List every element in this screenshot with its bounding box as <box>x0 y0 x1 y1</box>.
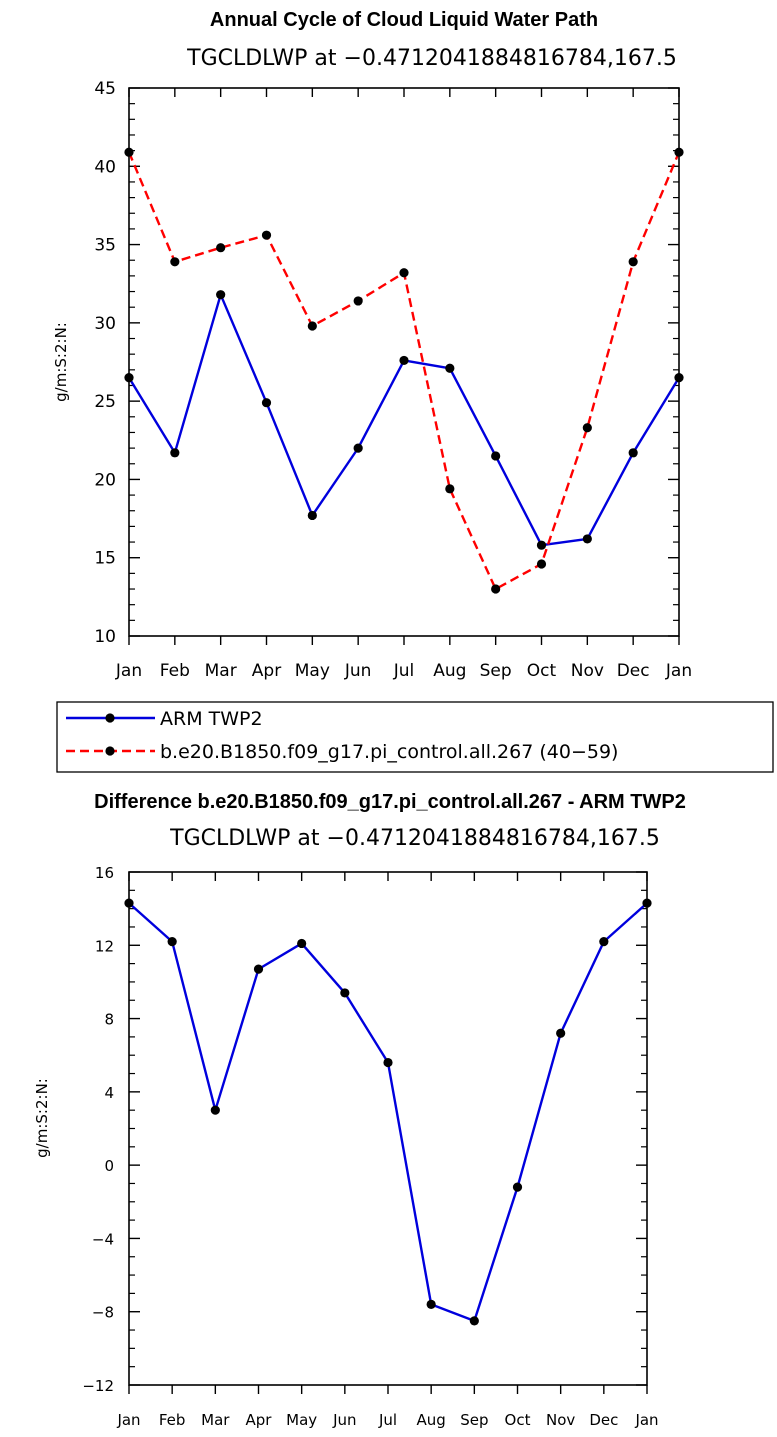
chart2-series-0-line <box>128 902 648 1323</box>
legend: ARM TWP2 b.e20.B1850.f09_g17.pi_control.… <box>56 701 774 773</box>
chart2-xtick-label: Jan <box>634 1411 658 1429</box>
chart2-series-0-point <box>297 938 307 949</box>
chart2-ytick-label: 12 <box>95 937 114 955</box>
chart1-series-1-point <box>353 296 363 306</box>
chart2-xtick-label: Sep <box>460 1411 488 1429</box>
chart1-ytick-label: 10 <box>94 627 116 647</box>
legend-box <box>56 701 774 773</box>
chart2-series-0-point <box>253 964 264 974</box>
chart2-series-0-point <box>556 1028 566 1038</box>
chart1-series-0-point <box>674 373 684 383</box>
chart2-ytick-label: 8 <box>104 1011 114 1029</box>
chart1-series-1-point <box>307 321 317 331</box>
chart1-ytick-label: 30 <box>94 314 116 334</box>
chart1-series-0-point <box>399 355 409 366</box>
chart2-ytick-label: −4 <box>92 1230 114 1248</box>
chart2-plot: −12 −8 −4 0 4 8 12 16 Jan Feb Mar Apr May Jun Jul Aug Se… <box>82 864 658 1429</box>
chart2-series-0-point <box>340 988 350 998</box>
chart1-xtick-label: Jul <box>393 661 415 681</box>
chart1-series-0-line <box>127 293 681 547</box>
chart1-series-1-point <box>628 257 638 267</box>
chart1-series-1-point <box>582 423 592 433</box>
chart1-series-0-point <box>536 540 547 550</box>
legend-label-arm: ARM TWP2 <box>160 708 263 730</box>
chart1-series-0-point <box>216 290 226 300</box>
chart1-ytick-label: 35 <box>94 236 116 256</box>
chart1-xtick-label: Oct <box>527 661 557 681</box>
chart1-ylabel: g/m:S:2:N: <box>52 322 70 402</box>
chart1-series-0-point <box>170 448 180 458</box>
chart1-ytick-label: 15 <box>94 549 116 569</box>
chart2-xtick-label: Apr <box>246 1411 273 1429</box>
chart2-xtick-label: Aug <box>417 1411 446 1429</box>
chart1-xtick-label: Jan <box>115 661 142 681</box>
legend-marker-model <box>105 746 115 756</box>
chart1-series-0-point <box>582 534 592 544</box>
chart1-series-1-point <box>674 147 684 157</box>
chart1-xtick-label: Dec <box>617 661 650 681</box>
chart1-xtick-label: May <box>295 661 330 681</box>
chart2-ylabel: g/m:S:2:N: <box>33 1078 51 1158</box>
chart2-xtick-label: Dec <box>589 1411 618 1429</box>
chart1-series-0-point <box>628 448 638 458</box>
chart1-title: Annual Cycle of Cloud Liquid Water Path <box>210 9 598 31</box>
chart1-series-0-point <box>124 373 134 383</box>
chart1-xtick-label: Sep <box>480 661 512 681</box>
chart1-series-0-point <box>307 510 317 521</box>
chart2-xtick-label: Oct <box>505 1411 531 1429</box>
chart2-xtick-label: Nov <box>546 1411 575 1429</box>
chart1-series-0-point <box>353 443 363 453</box>
chart2-ytick-label: 16 <box>95 864 114 882</box>
chart1-xtick-label: Nov <box>571 661 604 681</box>
chart1-subtitle: TGCLDLWP at −0.4712041884816784,167.5 <box>186 46 677 71</box>
chart2-series-0-point <box>469 1316 479 1326</box>
chart1-series-0-point <box>261 398 272 408</box>
chart1-series-1-point <box>445 484 455 494</box>
chart2-xtick-label: Jun <box>332 1411 356 1429</box>
chart1-xtick-label: Aug <box>433 661 466 681</box>
legend-label-model: b.e20.B1850.f09_g17.pi_control.all.267 (… <box>160 741 618 763</box>
chart2-ytick-label: −8 <box>92 1304 114 1322</box>
chart1-series-1-point <box>536 559 547 569</box>
chart2-ytick-label: 0 <box>104 1157 114 1175</box>
chart1-ytick-label: 25 <box>94 392 116 412</box>
chart1-xtick-label: Feb <box>160 661 190 681</box>
chart1-xtick-label: Mar <box>205 661 237 681</box>
chart1-xtick-label: Jan <box>665 661 692 681</box>
chart1-series-0-point <box>491 451 501 461</box>
chart1-series-1-point <box>399 268 409 278</box>
chart2-series-0-point <box>642 898 652 908</box>
chart2-subtitle: TGCLDLWP at −0.4712041884816784,167.5 <box>169 826 660 851</box>
chart1-xtick-label: Jun <box>344 661 372 681</box>
chart1-series-1-point <box>216 243 226 253</box>
chart1-series-1-point <box>491 584 501 594</box>
chart1-ytick-label: 20 <box>94 470 116 490</box>
legend-marker-arm <box>105 713 115 723</box>
chart2-ytick-label: 4 <box>104 1084 114 1102</box>
chart1-plot: 10 15 20 25 30 35 40 45 Jan Feb Mar Apr May Jun Jul Aug… <box>94 79 692 681</box>
chart2-series-0-point <box>210 1105 220 1115</box>
chart1-ytick-label: 40 <box>94 157 116 177</box>
chart2-xtick-label: May <box>286 1411 317 1429</box>
chart2-series-0-point <box>383 1057 393 1068</box>
chart1-series-1-point <box>124 147 134 157</box>
chart2-series-0-point <box>599 937 609 947</box>
chart2-ytick-label: −12 <box>82 1377 114 1395</box>
chart1-series-1-point <box>170 257 180 267</box>
chart1-series-0-point <box>445 363 455 373</box>
chart2-title: Difference b.e20.B1850.f09_g17.pi_contro… <box>94 791 686 813</box>
chart2-xtick-label: Mar <box>201 1411 230 1429</box>
chart2-frame <box>128 871 648 1386</box>
chart1-ytick-label: 45 <box>94 79 116 99</box>
chart2-series-0-point <box>124 898 134 908</box>
chart2-series-0-point <box>167 937 177 947</box>
chart2-series-0-point <box>512 1182 523 1192</box>
chart2-series-0-point <box>426 1299 436 1309</box>
chart1-series-1-point <box>261 230 272 240</box>
chart1-xtick-label: Apr <box>252 661 281 681</box>
chart2-xtick-label: Jan <box>116 1411 140 1429</box>
chart2-xtick-label: Feb <box>159 1411 186 1429</box>
chart2-xtick-label: Jul <box>378 1411 397 1429</box>
